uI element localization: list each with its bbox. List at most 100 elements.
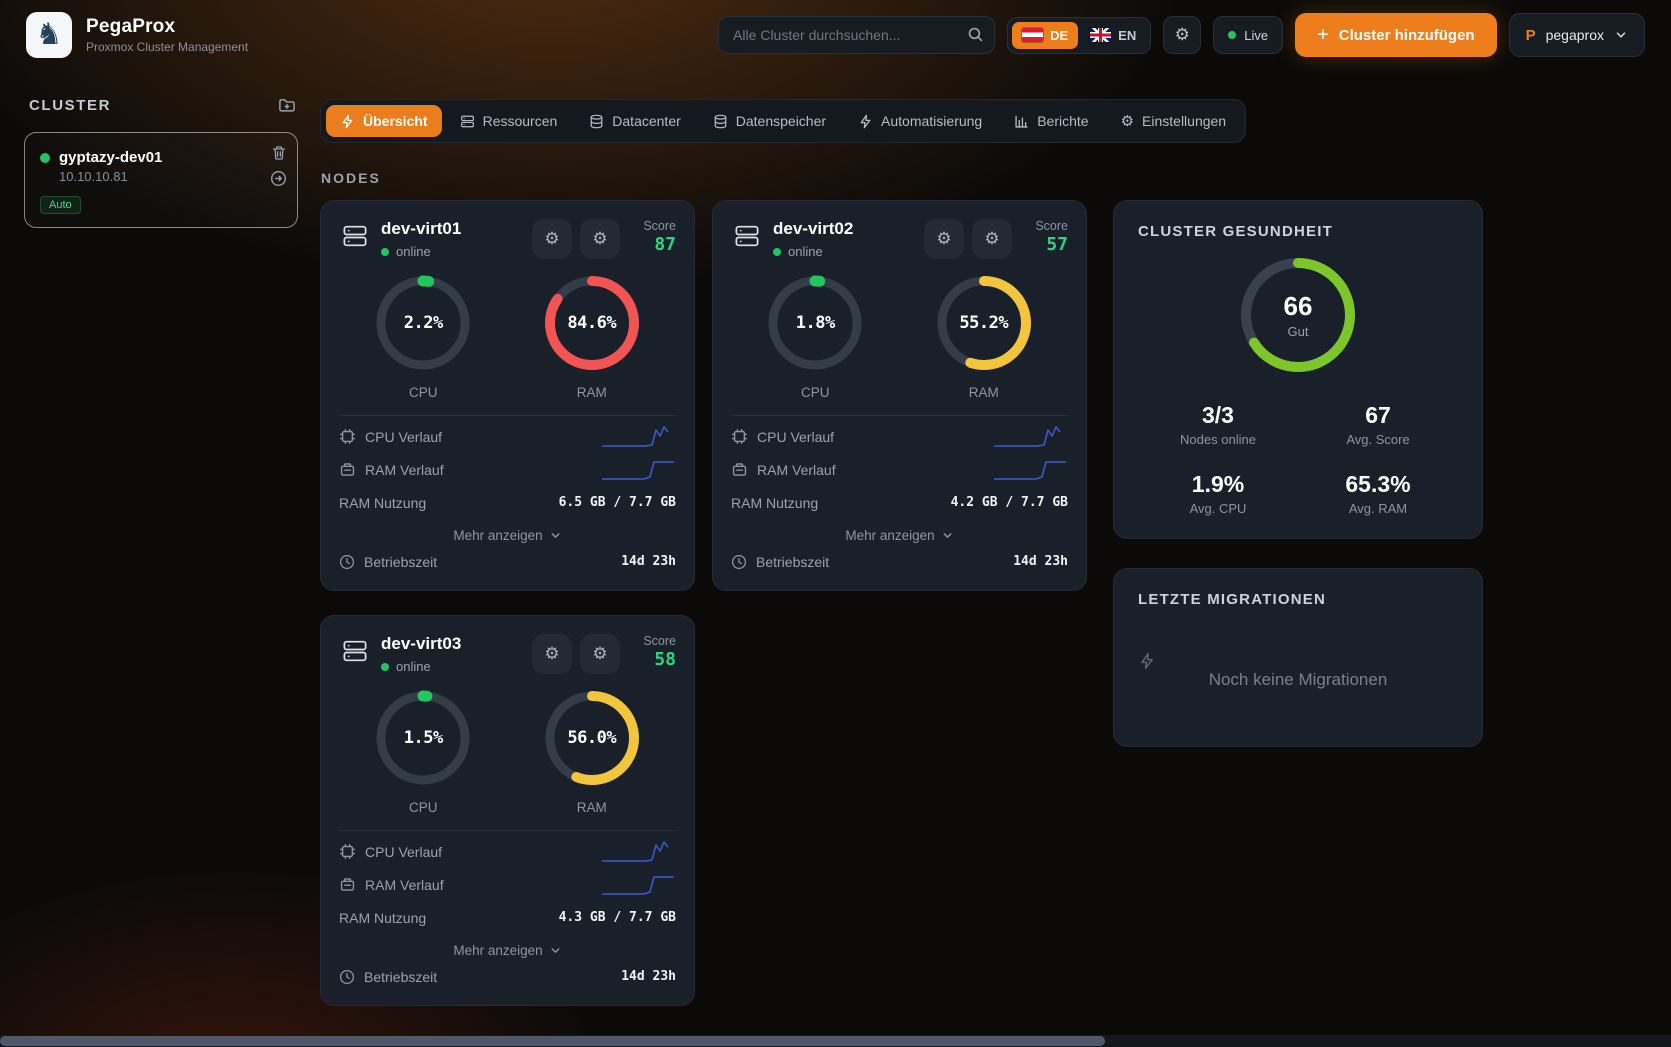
online-dot [381,662,389,671]
ram-percent: 84.6% [567,313,617,333]
score-label: Score [1035,219,1068,233]
search-icon [968,27,983,42]
tab-ressourcen[interactable]: Ressourcen [446,105,572,137]
cpu-gauge-label: CPU [408,800,438,815]
node-config-button[interactable]: ⚙ [972,219,1012,259]
gear-icon: ⚙ [592,644,608,663]
ram-icon [340,878,355,891]
uptime-value: 14d 23h [1013,554,1068,569]
migrations-title: LETZTE MIGRATIONEN [1138,591,1326,608]
tab-berichte[interactable]: Berichte [1000,105,1102,137]
tab-datacenter[interactable]: Datacenter [575,105,694,137]
gear-icon: ⚙ [592,229,608,248]
node-card-dev-virt02: dev-virt02 online ⚙ ⚙ Score 57 1.8% [712,200,1087,591]
database-stack-icon [714,114,727,128]
stat-avg-ram: 65.3% Avg. RAM [1345,471,1411,516]
search [718,16,996,54]
ram-usage-value: 4.3 GB / 7.7 GB [558,910,676,925]
tab-uebersicht[interactable]: Übersicht [326,105,442,137]
ram-usage-value: 6.5 GB / 7.7 GB [558,495,676,510]
uptime-value: 14d 23h [621,969,676,984]
bar-chart-icon [1015,115,1028,128]
gear-icon: ⚙ [936,229,952,248]
ram-gauge: 55.2% [936,275,1032,371]
node-config-button[interactable]: ⚙ [580,219,620,259]
settings-button[interactable]: ⚙ [1163,16,1202,54]
user-name: pegaprox [1545,27,1604,43]
node-name: dev-virt03 [381,634,462,653]
cpu-sparkline [602,425,669,447]
node-name: dev-virt01 [381,219,462,238]
tab-automatisierung[interactable]: Automatisierung [844,105,996,137]
cpu-sparkline [602,840,669,862]
chevron-down-icon [1616,32,1626,38]
online-dot [381,247,389,256]
server-icon [460,115,474,127]
scrollbar-thumb[interactable] [0,1036,1105,1046]
cluster-health-title: CLUSTER GESUNDHEIT [1138,223,1333,240]
sidebar-title: CLUSTER [29,96,112,114]
node-status-label: online [788,244,823,259]
cpu-sparkline [994,425,1061,447]
ram-percent: 55.2% [959,313,1009,333]
open-cluster-button[interactable] [270,170,287,187]
lightning-icon [1141,652,1153,670]
ram-gauge: 84.6% [544,275,640,371]
ram-sparkline [602,460,674,480]
cluster-health-panel: CLUSTER GESUNDHEIT 66 Gut 3/3 Nodes onli… [1113,200,1483,539]
node-settings-button[interactable]: ⚙ [532,219,572,259]
chevron-down-icon [551,533,560,539]
server-icon [343,225,367,247]
brand: ♞ PegaProx Proxmox Cluster Management [26,12,248,58]
add-folder-button[interactable] [278,96,296,114]
app-title: PegaProx [86,16,176,37]
server-icon [343,640,367,662]
gear-icon: ⚙ [1120,112,1135,130]
live-label: Live [1244,27,1269,43]
horizontal-scrollbar[interactable] [0,1035,1671,1047]
delete-cluster-button[interactable] [271,145,287,161]
node-settings-button[interactable]: ⚙ [924,219,964,259]
database-icon [590,114,603,128]
show-more-button[interactable]: Mehr anzeigen [453,528,561,543]
chevron-down-icon [943,533,952,539]
user-menu[interactable]: P pegaprox [1508,13,1645,57]
show-more-button[interactable]: Mehr anzeigen [845,528,953,543]
ram-gauge: 56.0% [544,690,640,786]
nodes-section-title: NODES [321,170,381,186]
cpu-chip-icon [732,429,747,444]
cpu-chip-icon [340,844,355,859]
lang-en-button[interactable]: EN [1080,22,1146,49]
uptime-label: Betriebszeit [364,553,438,570]
lang-de-button[interactable]: DE [1012,21,1079,49]
ram-history-label: RAM Verlauf [365,461,444,478]
ram-usage-label: RAM Nutzung [731,494,819,511]
tab-datenspeicher[interactable]: Datenspeicher [699,105,840,137]
austria-flag-icon [1022,28,1044,42]
cluster-card-gyptazy-dev01[interactable]: gyptazy-dev01 10.10.10.81 Auto [24,132,298,228]
node-status-label: online [396,244,431,259]
cpu-history-label: CPU Verlauf [365,843,443,860]
tab-einstellungen[interactable]: ⚙ Einstellungen [1107,105,1241,137]
ram-usage-label: RAM Nutzung [339,909,427,926]
gear-icon: ⚙ [1174,25,1190,44]
show-more-button[interactable]: Mehr anzeigen [453,943,561,958]
node-config-button[interactable]: ⚙ [580,634,620,674]
node-settings-button[interactable]: ⚙ [532,634,572,674]
clock-icon [339,554,355,569]
ram-history-label: RAM Verlauf [365,876,444,893]
side-panels: CLUSTER GESUNDHEIT 66 Gut 3/3 Nodes onli… [1113,200,1483,747]
ram-usage-label: RAM Nutzung [339,494,427,511]
header: ♞ PegaProx Proxmox Cluster Management DE… [0,0,1671,70]
search-input[interactable] [718,16,996,54]
language-toggle: DE EN [1007,16,1152,54]
arrow-right-circle-icon [271,171,286,186]
health-status: Gut [1287,324,1309,339]
cpu-percent: 1.8% [795,313,835,333]
nodes-grid: dev-virt01 online ⚙ ⚙ Score 87 2.2% [320,200,1087,1006]
cpu-gauge: 1.8% [767,275,863,371]
plus-icon: + [1317,24,1329,46]
add-cluster-button[interactable]: + Cluster hinzufügen [1295,13,1497,57]
live-badge[interactable]: Live [1213,16,1284,54]
ram-history-label: RAM Verlauf [757,461,836,478]
